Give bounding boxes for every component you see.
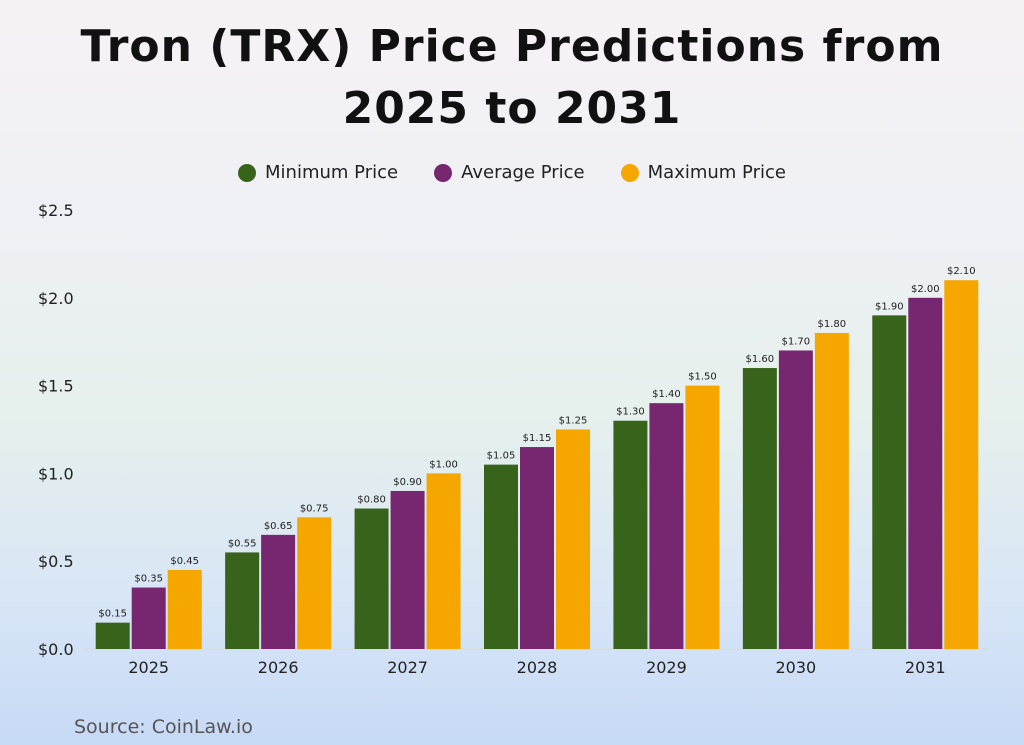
data-label: $1.05 [487, 451, 516, 462]
data-label: $1.80 [818, 319, 847, 330]
legend-label-average: Average Price [461, 162, 585, 183]
bar [261, 534, 296, 649]
data-label: $2.00 [911, 284, 940, 295]
data-label: $0.90 [393, 477, 422, 488]
bar [908, 297, 943, 649]
y-tick-label: $1.0 [38, 464, 74, 483]
data-label: $0.15 [98, 609, 127, 620]
source-note: Source: CoinLaw.io [74, 716, 253, 738]
bar [484, 464, 518, 649]
data-label: $1.15 [523, 433, 552, 444]
data-label: $0.65 [264, 521, 293, 532]
bar [778, 350, 813, 649]
legend-item-average: Average Price [434, 162, 585, 183]
y-tick-label: $2.5 [38, 201, 74, 220]
x-tick-label: 2026 [258, 658, 299, 677]
data-label: $0.35 [134, 574, 163, 585]
legend-dot-maximum [620, 163, 639, 182]
bar [354, 508, 389, 649]
y-tick-label: $1.5 [38, 377, 74, 396]
data-label: $0.80 [357, 495, 386, 506]
legend-label-minimum: Minimum Price [265, 162, 399, 183]
legend: Minimum Price Average Price Maximum Pric… [0, 162, 1024, 183]
data-label: $1.60 [746, 354, 775, 365]
bar [556, 429, 590, 649]
data-label: $1.90 [875, 301, 904, 312]
bar [649, 403, 684, 649]
x-tick-label: 2030 [775, 658, 816, 677]
bar [167, 569, 202, 649]
legend-dot-minimum [238, 163, 257, 182]
bar [95, 622, 130, 649]
chart-title: Tron (TRX) Price Predictions from 2025 t… [80, 21, 944, 134]
bar [872, 315, 907, 649]
data-label: $0.45 [170, 556, 199, 567]
x-tick-label: 2025 [128, 658, 169, 677]
bar [944, 280, 979, 649]
data-label: $0.55 [228, 538, 257, 549]
data-label: $1.40 [652, 389, 681, 400]
bar [225, 552, 260, 649]
data-label: $2.10 [947, 266, 976, 277]
y-tick-label: $2.0 [38, 289, 74, 308]
bar [390, 490, 425, 649]
x-tick-label: 2027 [387, 658, 428, 677]
legend-label-maximum: Maximum Price [647, 162, 786, 183]
legend-item-maximum: Maximum Price [620, 162, 786, 183]
bar [131, 587, 166, 649]
bar [520, 447, 554, 649]
bar [297, 517, 332, 649]
data-label: $1.70 [782, 336, 811, 347]
bar [426, 473, 461, 649]
x-tick-label: 2029 [646, 658, 687, 677]
data-label: $0.75 [300, 503, 329, 514]
data-label: $1.30 [616, 407, 645, 418]
data-label: $1.25 [559, 416, 588, 427]
bar [613, 420, 648, 649]
bar [814, 332, 849, 649]
x-tick-label: 2028 [517, 658, 558, 677]
bar [742, 368, 777, 649]
legend-item-minimum: Minimum Price [238, 162, 398, 183]
bar [685, 385, 720, 649]
data-label: $1.00 [429, 459, 458, 470]
y-tick-label: $0.5 [38, 552, 74, 571]
y-tick-label: $0.0 [38, 640, 74, 659]
legend-dot-average [434, 163, 453, 182]
data-label: $1.50 [688, 372, 717, 383]
x-tick-label: 2031 [905, 658, 946, 677]
